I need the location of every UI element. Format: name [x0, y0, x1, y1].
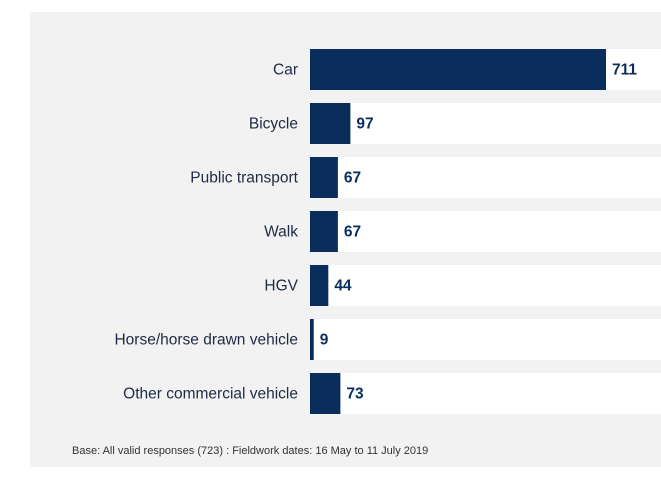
value-label: 44	[334, 278, 352, 295]
bar	[310, 319, 314, 360]
category-label: Bicycle	[249, 116, 298, 133]
bar-track	[310, 211, 661, 252]
bar	[310, 49, 607, 90]
bar	[310, 211, 338, 252]
value-label: 67	[344, 170, 361, 187]
bar-track	[310, 319, 661, 360]
bar	[310, 265, 329, 306]
value-label: 67	[344, 224, 361, 241]
category-label: Other commercial vehicle	[123, 386, 298, 403]
category-label: Public transport	[190, 170, 298, 187]
category-label: HGV	[264, 278, 298, 295]
bar	[310, 373, 341, 414]
category-label: Car	[273, 62, 298, 79]
footnote: Base: All valid responses (723) : Fieldw…	[72, 445, 428, 457]
bar	[310, 157, 338, 198]
bar-track	[310, 103, 661, 144]
category-label: Horse/horse drawn vehicle	[114, 332, 298, 349]
value-label: 73	[346, 386, 364, 403]
bar	[310, 103, 351, 144]
value-label: 97	[356, 116, 373, 133]
category-label: Walk	[264, 224, 298, 241]
value-label: 711	[612, 62, 637, 79]
bar-track	[310, 157, 661, 198]
value-label: 9	[320, 332, 329, 349]
bar-track	[310, 265, 661, 306]
bar-track	[310, 373, 661, 414]
